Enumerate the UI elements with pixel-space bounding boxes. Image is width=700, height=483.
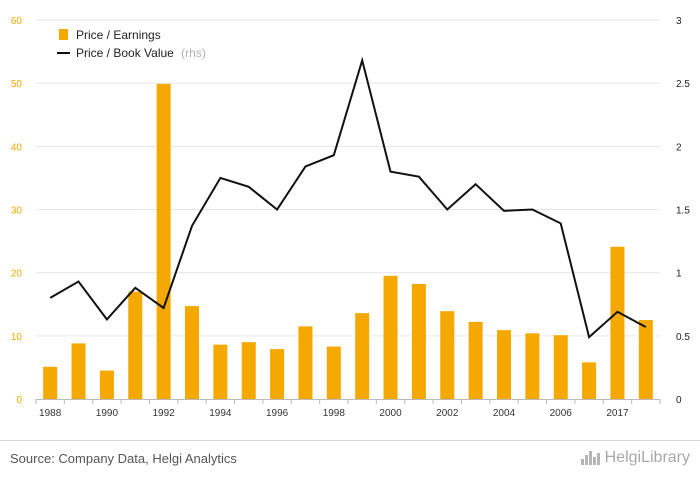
- pbv-line: [49, 56, 647, 339]
- pe-bar: [213, 344, 228, 399]
- x-tick-label: 1994: [209, 408, 232, 419]
- pbv-line-group: [49, 56, 647, 339]
- pe-bar: [43, 366, 58, 399]
- y-axis-right: 0 0.5 1 1.5 2 2.5 3: [676, 16, 690, 406]
- y-left-tick-label: 10: [11, 332, 23, 343]
- gridlines: [36, 19, 660, 337]
- pe-bar: [71, 343, 86, 399]
- pe-bar: [610, 246, 625, 399]
- pe-bar: [638, 320, 653, 399]
- x-tick-label: 2006: [550, 408, 573, 419]
- pe-bar: [270, 349, 285, 399]
- pe-bar: [383, 275, 398, 399]
- pe-bar: [468, 321, 483, 399]
- legend-swatch-pe: [59, 29, 68, 40]
- x-tick-label: 1990: [96, 408, 119, 419]
- x-tick-label: 1988: [39, 408, 62, 419]
- y-left-tick-label: 0: [16, 395, 22, 406]
- y-right-tick-label: 3: [676, 16, 682, 27]
- pe-bar: [298, 326, 313, 399]
- pe-bar: [241, 342, 256, 399]
- x-tick-label: 1996: [266, 408, 289, 419]
- x-tick-label: 2004: [493, 408, 516, 419]
- y-right-tick-label: 0: [676, 395, 682, 406]
- y-right-tick-label: 0.5: [676, 332, 690, 343]
- legend-label-pbv: Price / Book Value (rhs): [76, 46, 206, 60]
- legend-label-pbv-note: (rhs): [181, 46, 206, 60]
- y-axis-left: 0 10 20 30 40 50 60: [11, 16, 23, 406]
- pe-bar: [440, 311, 455, 399]
- chart: 1988 1990 1992 1994 1996 1998 2000 2002 2004 2006…: [11, 16, 690, 419]
- pe-bar: [355, 313, 370, 399]
- library-icon: [580, 451, 600, 465]
- pe-bar: [525, 333, 540, 399]
- y-left-tick-label: 20: [11, 269, 23, 280]
- source-note: Source: Company Data, Helgi Analytics: [10, 451, 237, 466]
- x-tick-label: 2017: [606, 408, 629, 419]
- y-left-tick-label: 40: [11, 142, 23, 153]
- y-right-tick-label: 2: [676, 142, 682, 153]
- x-tick-label: 1992: [153, 408, 176, 419]
- y-left-tick-label: 30: [11, 206, 23, 217]
- pe-bar: [185, 306, 199, 399]
- y-right-tick-label: 2.5: [676, 79, 690, 90]
- legend: Price / Earnings Price / Book Value (rhs…: [57, 28, 206, 60]
- x-tick-label: 2000: [379, 408, 402, 419]
- pe-bar: [553, 335, 568, 399]
- pe-bar: [411, 284, 426, 399]
- legend-label-pbv-name: Price / Book Value: [76, 46, 174, 60]
- pe-bars: [43, 83, 653, 399]
- pe-bar: [582, 362, 597, 399]
- pe-bar: [326, 346, 341, 399]
- footer-divider: [0, 440, 700, 441]
- x-tick-label: 2002: [436, 408, 459, 419]
- brand-logo: HelgiLibrary: [580, 449, 690, 467]
- y-right-tick-label: 1.5: [676, 206, 690, 217]
- pe-bar: [156, 83, 171, 399]
- x-axis: 1988 1990 1992 1994 1996 1998 2000 2002 2004 2006…: [35, 399, 661, 419]
- y-right-tick-label: 1: [676, 269, 682, 280]
- y-left-tick-label: 50: [11, 79, 23, 90]
- pe-bar: [497, 330, 511, 399]
- pe-bar: [128, 291, 143, 399]
- y-left-tick-label: 60: [11, 16, 23, 27]
- brand-name: HelgiLibrary: [604, 449, 690, 466]
- x-tick-label: 1998: [323, 408, 346, 419]
- legend-label-pe: Price / Earnings: [76, 28, 161, 42]
- pe-bar: [99, 370, 114, 399]
